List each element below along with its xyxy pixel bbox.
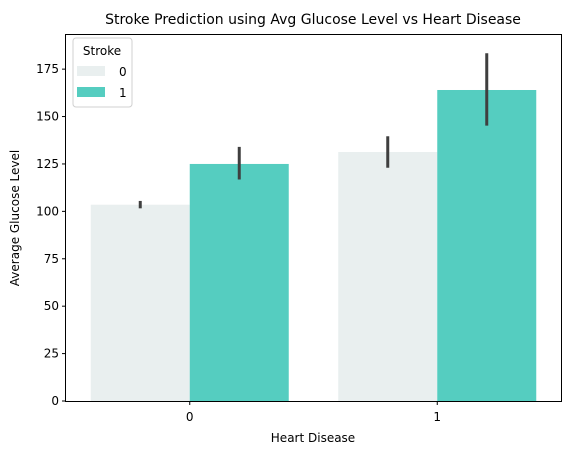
y-tick-label: 175 [36, 62, 59, 76]
y-tick-label: 0 [51, 394, 59, 408]
legend-swatch-0 [77, 66, 105, 76]
y-tick-label: 50 [44, 299, 59, 313]
y-axis: 0 25 50 75 100 125 150 175 [36, 62, 66, 408]
bar-heart-1-stroke-0 [338, 152, 438, 401]
x-tick-label: 0 [186, 410, 194, 424]
chart-title: Stroke Prediction using Avg Glucose Leve… [105, 12, 521, 28]
bar-heart-1-stroke-1 [437, 89, 537, 402]
y-tick-label: 25 [44, 347, 59, 361]
legend: Stroke 0 1 [72, 37, 133, 108]
y-tick-label: 125 [36, 157, 59, 171]
bar-heart-0-stroke-1 [189, 163, 289, 401]
x-tick-label: 1 [433, 410, 441, 424]
y-tick-label: 75 [44, 252, 59, 266]
legend-label-1: 1 [119, 86, 127, 100]
error-bars-group [138, 53, 489, 209]
legend-swatch-1 [77, 87, 105, 97]
plot-frame [65, 34, 562, 402]
legend-label-0: 0 [119, 65, 127, 79]
legend-title: Stroke [83, 44, 121, 58]
x-axis-label: Heart Disease [271, 431, 355, 445]
bars-group [90, 89, 537, 402]
y-axis-label: Average Glucose Level [8, 150, 22, 286]
y-tick-label: 150 [36, 110, 59, 124]
bar-heart-0-stroke-0 [90, 204, 190, 401]
y-tick-label: 100 [36, 204, 59, 218]
